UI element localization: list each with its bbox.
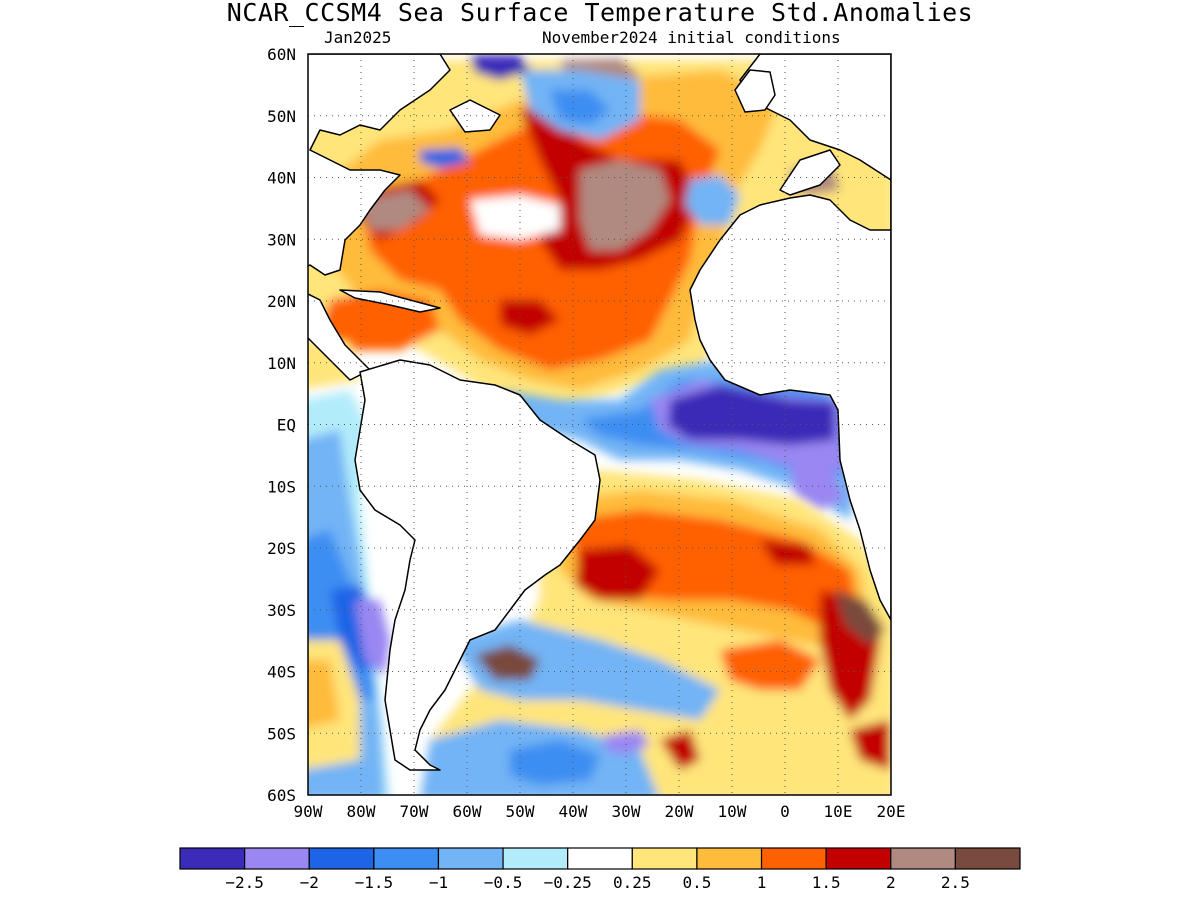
pac-lavender bbox=[355, 600, 390, 675]
map-title: NCAR_CCSM4 Sea Surface Temperature Std.A… bbox=[226, 0, 974, 27]
latitude-tick-label: 30S bbox=[267, 601, 296, 620]
longitude-tick-label: 90W bbox=[294, 802, 323, 821]
valid-month-label: Jan2025 bbox=[324, 28, 392, 47]
longitude-tick-label: 30W bbox=[612, 802, 641, 821]
sa-brown-benguela bbox=[835, 590, 885, 645]
sa-darkred-east bbox=[760, 540, 815, 565]
colorbar-tick-label: 0.5 bbox=[682, 873, 711, 892]
colorbar-swatch bbox=[825, 847, 892, 870]
initial-conditions-label: November2024 initial conditions bbox=[542, 28, 841, 47]
sa-cold-band bbox=[450, 620, 720, 720]
british-isles-land bbox=[734, 69, 776, 113]
latitude-tick-label: 60N bbox=[267, 45, 296, 64]
cuba-land bbox=[339, 289, 441, 313]
colorbar-swatch bbox=[179, 847, 246, 870]
colorbar-tick-label: 0.25 bbox=[613, 873, 652, 892]
colorbar-tick-label: −1.5 bbox=[355, 873, 394, 892]
na-darkred-caribbean bbox=[500, 300, 560, 335]
colorbar-labels: −2.5 −2 −1.5 −1 −0.5 −0.25 0.25 0.5 1 1.5 2 2.5 bbox=[225, 873, 969, 892]
latitude-labels: 60N 50N 40N 30N 20N 10N EQ 10S 20S 30S 40S 50S 60S bbox=[267, 45, 296, 805]
longitude-tick-label: 10W bbox=[718, 802, 747, 821]
pacific-anomalies bbox=[308, 340, 390, 795]
longitude-tick-label: 0 bbox=[780, 802, 790, 821]
sa-darkred-west bbox=[575, 545, 660, 600]
sst-anomaly-field bbox=[308, 54, 891, 795]
latitude-tick-label: EQ bbox=[277, 416, 296, 435]
pac-orange-south bbox=[308, 660, 340, 728]
latitude-tick-label: 50N bbox=[267, 107, 296, 126]
eq-lavender-angola bbox=[790, 465, 845, 510]
longitude-tick-label: 60W bbox=[453, 802, 482, 821]
colorbar-swatch bbox=[696, 847, 763, 870]
na-brown-central bbox=[580, 160, 670, 250]
na-cold-azores bbox=[685, 175, 740, 225]
colorbar-swatch bbox=[760, 847, 827, 870]
latitude-tick-label: 30N bbox=[267, 230, 296, 249]
colorbar-tick-label: −2.5 bbox=[225, 873, 264, 892]
sa-brown-plata bbox=[475, 645, 540, 680]
sa-lavender-south bbox=[605, 730, 650, 755]
na-cold-newfoundland bbox=[420, 148, 470, 168]
colorbar-swatch bbox=[567, 847, 633, 870]
sa-orange bbox=[570, 510, 860, 630]
africa-land bbox=[689, 54, 891, 621]
north-america-land bbox=[308, 54, 451, 276]
longitude-tick-label: 80W bbox=[347, 802, 376, 821]
colorbar-tick-label: 1.5 bbox=[812, 873, 841, 892]
latitude-tick-label: 40N bbox=[267, 169, 296, 188]
newfoundland-land bbox=[449, 99, 501, 133]
longitude-tick-label: 20E bbox=[877, 802, 906, 821]
land-masses bbox=[308, 54, 891, 771]
colorbar-swatch bbox=[373, 847, 440, 870]
south-america-land bbox=[354, 359, 601, 771]
longitude-tick-label: 70W bbox=[400, 802, 429, 821]
colorbar-swatch bbox=[954, 847, 1021, 870]
colorbar-swatch bbox=[437, 847, 504, 870]
na-cold-labrador-core bbox=[550, 90, 610, 125]
longitude-tick-label: 50W bbox=[506, 802, 535, 821]
sa-darkred-southeast bbox=[850, 720, 890, 770]
iberia-land bbox=[779, 149, 841, 196]
colorbar-tick-label: 1 bbox=[757, 873, 767, 892]
latitude-tick-label: 20N bbox=[267, 292, 296, 311]
longitude-tick-label: 40W bbox=[559, 802, 588, 821]
latitude-tick-label: 20S bbox=[267, 539, 296, 558]
sa-orange-south bbox=[720, 640, 820, 690]
colorbar-swatch bbox=[631, 847, 698, 870]
map-frame bbox=[307, 53, 892, 796]
south-atlantic-anomalies bbox=[420, 470, 891, 795]
colorbar-tick-label: 2.5 bbox=[941, 873, 970, 892]
na-white-blob bbox=[470, 195, 560, 240]
longitude-labels: 90W 80W 70W 60W 50W 40W 30W 20W 10W 0 10E 20E bbox=[294, 802, 906, 821]
colorbar-swatch bbox=[890, 847, 956, 870]
latitude-tick-label: 50S bbox=[267, 724, 296, 743]
latitude-tick-label: 10N bbox=[267, 354, 296, 373]
colorbar bbox=[179, 847, 1021, 870]
longitude-tick-label: 10E bbox=[824, 802, 853, 821]
colorbar-tick-label: −1 bbox=[429, 873, 448, 892]
latitude-tick-label: 60S bbox=[267, 786, 296, 805]
colorbar-swatch bbox=[244, 847, 310, 870]
latitude-tick-label: 40S bbox=[267, 663, 296, 682]
sa-cold-south-core bbox=[510, 740, 600, 785]
colorbar-tick-label: −0.25 bbox=[544, 873, 592, 892]
colorbar-tick-label: −2 bbox=[300, 873, 319, 892]
colorbar-swatch bbox=[502, 847, 569, 870]
na-darkblue-north bbox=[470, 55, 530, 80]
eq-darkblue-core bbox=[668, 385, 835, 445]
north-atlantic-anomalies bbox=[308, 55, 891, 420]
colorbar-tick-label: −0.5 bbox=[484, 873, 523, 892]
colorbar-tick-label: 2 bbox=[886, 873, 896, 892]
equatorial-cold-anomalies bbox=[500, 360, 860, 520]
latitude-tick-label: 10S bbox=[267, 477, 296, 496]
colorbar-swatch bbox=[308, 847, 375, 870]
sa-darkred-south bbox=[660, 730, 700, 770]
longitude-tick-label: 20W bbox=[665, 802, 694, 821]
